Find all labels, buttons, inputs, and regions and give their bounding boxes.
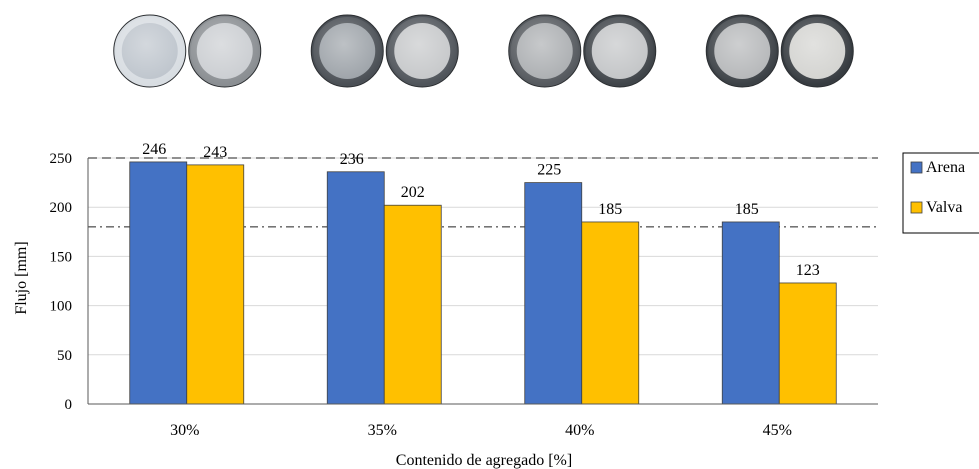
- y-tick-label: 150: [50, 249, 73, 265]
- y-tick-label: 200: [50, 200, 73, 216]
- bar-arena-30pct: [129, 161, 188, 405]
- specimen-photo-icon: [385, 14, 459, 88]
- y-tick-label: 50: [57, 348, 72, 364]
- bar-valva-30pct: [186, 164, 245, 405]
- legend-swatch-valva: [910, 201, 923, 214]
- specimen-photos: [113, 14, 854, 88]
- specimen-photo-icon: [705, 14, 779, 88]
- y-tick-labels: 0 50 100 150 200 250: [50, 151, 73, 413]
- data-label-valva-35pct: 202: [401, 184, 425, 201]
- data-label-arena-40pct: 225: [537, 162, 561, 179]
- y-tick-label: 0: [65, 397, 73, 413]
- bar-valva-45pct: [778, 282, 837, 405]
- specimen-photo-icon: [310, 14, 384, 88]
- specimen-photo-icon: [583, 14, 657, 88]
- data-label-arena-35pct: 236: [340, 151, 364, 168]
- legend: Arena Valva: [902, 152, 979, 234]
- x-category-label: 35%: [368, 422, 397, 439]
- data-label-arena-45pct: 185: [735, 201, 759, 218]
- specimen-photo-icon: [780, 14, 854, 88]
- x-category-labels: 30% 35% 40% 45%: [170, 422, 792, 439]
- bar-arena-45pct: [721, 221, 780, 405]
- y-tick-label: 250: [50, 151, 73, 167]
- bar-arena-40pct: [524, 182, 583, 405]
- bars: [129, 161, 837, 405]
- specimen-photo-icon: [113, 14, 187, 88]
- bar-valva-35pct: [383, 204, 442, 405]
- data-label-valva-40pct: 185: [598, 201, 622, 218]
- x-category-label: 30%: [170, 422, 199, 439]
- axes: [87, 158, 878, 405]
- legend-label-arena: Arena: [926, 159, 965, 176]
- legend-label-valva: Valva: [926, 199, 962, 216]
- y-tick-label: 100: [50, 299, 73, 315]
- data-labels: 246 243 236 202 225 185 185 123: [142, 141, 820, 279]
- data-label-arena-30pct: 246: [142, 141, 166, 158]
- x-axis-title: Contenido de agregado [%]: [396, 452, 572, 469]
- y-axis-title: Flujo [mm]: [13, 241, 30, 314]
- data-label-valva-30pct: 243: [203, 144, 227, 161]
- data-label-valva-45pct: 123: [796, 262, 820, 279]
- legend-swatch-arena: [910, 161, 923, 174]
- x-category-label: 40%: [565, 422, 594, 439]
- bar-valva-40pct: [581, 221, 640, 405]
- specimen-photo-icon: [188, 14, 262, 88]
- bar-arena-35pct: [326, 171, 385, 405]
- x-category-label: 45%: [763, 422, 792, 439]
- specimen-photo-icon: [508, 14, 582, 88]
